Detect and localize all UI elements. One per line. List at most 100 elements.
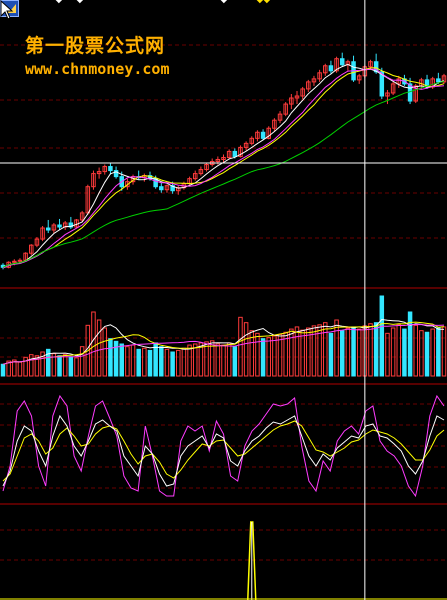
volume-bar: [17, 361, 23, 377]
candle-up: [413, 85, 418, 102]
candle-up: [12, 260, 17, 263]
volume-bar: [232, 346, 238, 377]
volume-bar: [334, 319, 339, 377]
volume-bar: [164, 348, 170, 377]
volume-bar: [102, 327, 108, 377]
volume-bar: [289, 328, 294, 377]
volume-bar: [215, 343, 221, 377]
volume-bar: [323, 322, 328, 377]
candle-up: [226, 150, 232, 158]
volume-bar: [34, 355, 40, 377]
diamond-marker-icon: ◆: [76, 0, 84, 6]
candle-down: [170, 185, 175, 192]
candle-down: [45, 227, 51, 231]
volume-bar: [311, 325, 317, 377]
volume-bar: [345, 327, 351, 377]
diamond-marker-icon: ◆: [263, 0, 271, 6]
candle-up: [441, 75, 447, 83]
candle-up: [29, 244, 34, 254]
volume-bar: [136, 348, 141, 377]
volume-bar: [176, 349, 181, 377]
osc-k-line: [2, 414, 445, 487]
candle-up: [125, 181, 130, 188]
volume-bar: [430, 328, 435, 377]
volume-ma-long: [2, 323, 445, 365]
volume-bar: [424, 331, 430, 377]
volume-bar: [260, 338, 266, 377]
volume-bar: [198, 342, 204, 377]
volume-bar: [0, 363, 6, 377]
candle-up: [385, 92, 390, 97]
ma-mid-line: [2, 67, 445, 268]
candle-up: [238, 146, 243, 157]
volume-bar: [113, 340, 119, 377]
candle-up: [272, 119, 277, 129]
candle-up: [289, 97, 294, 105]
candle-up: [396, 78, 402, 85]
candle-down: [159, 186, 164, 191]
volume-bar: [407, 311, 413, 377]
candle-up: [192, 173, 198, 180]
candle-up: [277, 113, 283, 121]
volume-bar: [277, 333, 283, 377]
candle-up: [368, 61, 373, 68]
candle-down: [57, 224, 62, 228]
volume-bar: [159, 346, 164, 377]
candle-down: [339, 58, 345, 66]
ma-pink-line: [2, 68, 445, 269]
volume-bar: [6, 360, 11, 377]
volume-bar: [243, 322, 249, 377]
candle-up: [334, 58, 339, 72]
candle-down: [68, 222, 74, 228]
candle-up: [204, 164, 209, 171]
volume-bar: [368, 323, 373, 377]
volume-bar: [142, 347, 147, 377]
volume-bar: [29, 354, 34, 377]
watermark-url[interactable]: www.chnmoney.com: [25, 60, 170, 78]
candle-up: [311, 78, 317, 83]
ma-long-line: [2, 80, 445, 268]
volume-bar: [204, 341, 209, 377]
candle-up: [221, 156, 226, 160]
volume-bar: [317, 324, 322, 377]
volume-bar: [209, 340, 215, 377]
candle-up: [17, 259, 23, 262]
volume-bar: [238, 316, 243, 377]
candle-down: [373, 61, 379, 73]
volume-bar: [153, 342, 158, 377]
candle-down: [260, 131, 266, 139]
volume-bar: [108, 338, 113, 377]
candle-up: [34, 238, 40, 246]
candle-up: [306, 81, 311, 90]
volume-bar: [266, 337, 271, 377]
volume-bar: [181, 347, 187, 377]
candle-up: [215, 158, 221, 163]
candle-up: [317, 72, 322, 80]
candle-down: [108, 166, 113, 172]
volume-bar: [249, 330, 255, 377]
volume-bar: [96, 319, 102, 377]
diamond-marker-icon: ◆: [55, 0, 63, 6]
volume-bar: [40, 351, 45, 377]
candle-up: [323, 65, 328, 74]
candle-up: [300, 88, 305, 97]
volume-bar: [402, 328, 407, 377]
volume-bar: [436, 327, 441, 377]
volume-bar: [12, 359, 17, 377]
volume-bar: [339, 330, 345, 377]
diamond-marker-icon: ◆: [220, 0, 228, 6]
candle-up: [243, 142, 249, 148]
volume-bar: [294, 326, 300, 377]
volume-bar: [390, 327, 396, 377]
candle-down: [424, 79, 430, 88]
volume-bar: [125, 346, 130, 377]
mouse-pointer-icon: [0, 0, 14, 20]
volume-bar: [373, 322, 379, 377]
volume-bar: [306, 327, 311, 377]
volume-bar: [255, 332, 260, 377]
volume-bar: [170, 351, 175, 377]
volume-bar: [328, 332, 334, 377]
candle-up: [91, 173, 96, 188]
